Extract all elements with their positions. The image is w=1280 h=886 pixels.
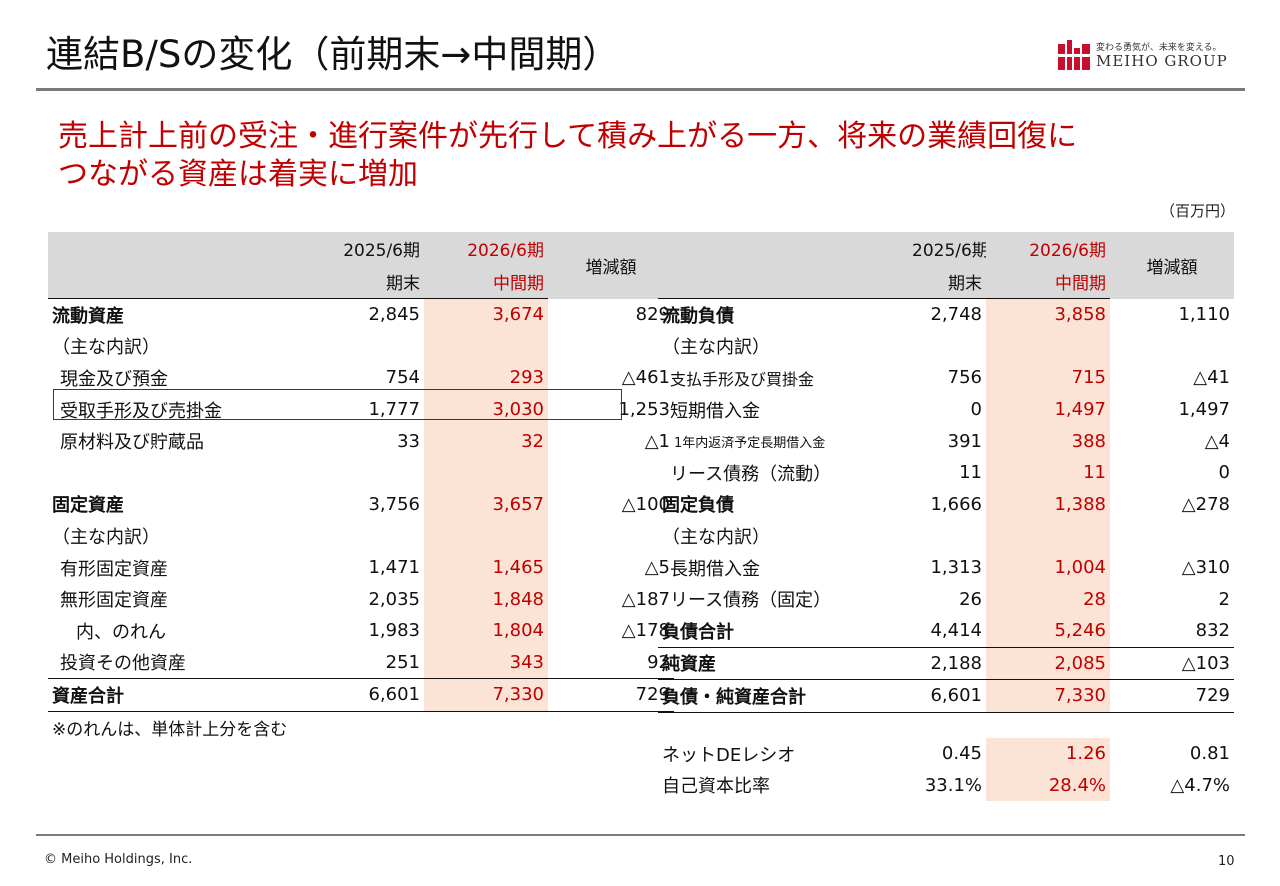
table-row: （主な内訳）	[48, 520, 674, 552]
table-row: 固定資産 3,756 3,657 △100	[48, 488, 674, 521]
ratio-table: ネットDEレシオ 0.45 1.26 0.81 自己資本比率 33.1% 28.4% △4.…	[658, 738, 1234, 801]
footer-divider	[36, 834, 1245, 836]
table-row: （主な内訳）	[658, 520, 1234, 552]
headline-line-2: つながる資産は着実に増加	[58, 157, 418, 192]
header-cur-sub: 中間期	[986, 265, 1110, 299]
table-row: 流動資産 2,845 3,674 829	[48, 298, 674, 331]
table-row: （主な内訳）	[658, 330, 1234, 363]
table-row: 現金及び預金 754 293 △461	[48, 362, 674, 394]
table-row-total: 負債・純資産合計 6,601 7,330 729	[658, 679, 1234, 713]
ratio-row: 自己資本比率 33.1% 28.4% △4.7%	[658, 769, 1234, 801]
header-prev-sub: 期末	[298, 265, 424, 299]
table-row: 短期借入金 0 1,497 1,497	[658, 393, 1234, 426]
header-cur-year: 2026/6期	[424, 232, 548, 265]
header-change: 増減額	[1110, 232, 1234, 299]
table-row: 受取手形及び売掛金 1,777 3,030 1,253	[48, 393, 674, 426]
logo-name: MEIHO GROUP	[1096, 52, 1228, 70]
table-row: 投資その他資産 251 343 92	[48, 646, 674, 679]
table-row: 1年内返済予定長期借入金 391 388 △4	[658, 425, 1234, 457]
table-row: 原材料及び貯蔵品 33 32 △1	[48, 425, 674, 457]
unit-label: （百万円）	[1160, 202, 1236, 220]
headline-line-1: 売上計上前の受注・進行案件が先行して積み上がる一方、将来の業績回復に	[58, 119, 1078, 154]
assets-header-sub-row: 期末 中間期	[48, 265, 674, 299]
table-row: 内、のれん 1,983 1,804 △178	[48, 614, 674, 647]
header-prev-year: 2025/6期	[298, 232, 424, 265]
table-row: リース債務（流動） 11 11 0	[658, 456, 1234, 489]
assets-table: 2025/6期 2026/6期 増減額 期末 中間期 流動資産 2,845 3,67…	[48, 232, 674, 712]
table-row: 純資産 2,188 2,085 △103	[658, 647, 1234, 680]
header-cur-sub: 中間期	[424, 265, 548, 299]
highlight-box	[53, 389, 622, 420]
header-divider	[36, 88, 1245, 91]
table-row: 固定負債 1,666 1,388 △278	[658, 488, 1234, 521]
liabilities-table: 2025/6期 2026/6期 増減額 期末 中間期 流動負債 2,748 3,85…	[658, 232, 1234, 713]
page-title: 連結B/Sの変化（前期末→中間期）	[46, 33, 620, 76]
table-row: 流動負債 2,748 3,858 1,110	[658, 298, 1234, 331]
table-row: 負債合計 4,414 5,246 832	[658, 614, 1234, 648]
table-row: 支払手形及び買掛金 756 715 △41	[658, 362, 1234, 394]
copyright: © Meiho Holdings, Inc.	[44, 852, 193, 867]
header-change: 増減額	[548, 232, 674, 299]
footnote: ※のれんは、単体計上分を含む	[52, 720, 288, 740]
table-row: 無形固定資産 2,035 1,848 △187	[48, 583, 674, 615]
table-row-total: 資産合計 6,601 7,330 729	[48, 678, 674, 712]
assets-header-row: 2025/6期 2026/6期 増減額	[48, 232, 674, 299]
table-row: 有形固定資産 1,471 1,465 △5	[48, 551, 674, 584]
header-cur-year: 2026/6期	[986, 232, 1110, 265]
headline: 売上計上前の受注・進行案件が先行して積み上がる一方、将来の業績回復に つながる資…	[58, 118, 1238, 194]
header-prev-year: 2025/6期	[908, 232, 986, 265]
ratio-row: ネットDEレシオ 0.45 1.26 0.81	[658, 738, 1234, 770]
meiho-logo-icon	[1058, 40, 1090, 70]
table-row: リース債務（固定） 26 28 2	[658, 583, 1234, 615]
header-prev-sub: 期末	[908, 265, 986, 299]
liabilities-header-sub-row: 期末 中間期	[658, 265, 1234, 299]
logo-tagline: 変わる勇気が、未来を変える。	[1096, 43, 1222, 53]
table-row: 長期借入金 1,313 1,004 △310	[658, 551, 1234, 584]
page-number: 10	[1218, 854, 1235, 869]
table-row	[48, 456, 674, 489]
company-logo: 変わる勇気が、未来を変える。 MEIHO GROUP	[1058, 38, 1238, 74]
table-row: （主な内訳）	[48, 330, 674, 363]
liabilities-header-row: 2025/6期 2026/6期 増減額	[658, 232, 1234, 299]
